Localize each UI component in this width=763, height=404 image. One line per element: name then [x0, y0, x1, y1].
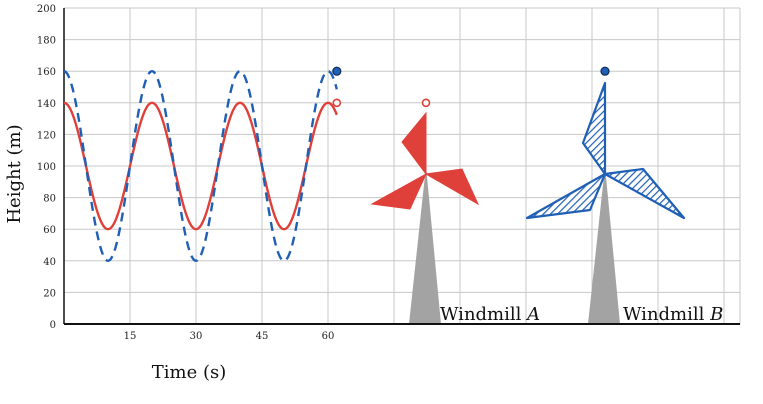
windmill-b-blade [603, 167, 686, 220]
windmill-a-tip-marker [421, 98, 431, 108]
series-windmill-b-line [63, 69, 338, 263]
y-tick-label: 160 [37, 67, 56, 78]
y-tick-label: 0 [50, 320, 56, 331]
windmill-a-label: Windmill A [440, 304, 540, 325]
x-tick-label: 60 [322, 331, 335, 342]
x-tick-label: 15 [124, 331, 137, 342]
windmill-b-label: Windmill B [623, 304, 723, 325]
windmill-b-tip-marker [600, 66, 610, 76]
windmill-a-endpoint-marker [332, 98, 342, 108]
windmill-a-word: Windmill [440, 304, 522, 325]
y-tick-label: 60 [43, 225, 56, 236]
axes: 0 20 40 60 80 100 120 140 160 180 200 15 30 45 60 [37, 4, 740, 342]
windmill-towers [409, 166, 620, 324]
y-tick-label: 20 [43, 288, 56, 299]
x-axis-title: Time (s) [152, 362, 227, 383]
x-tick-label: 45 [256, 331, 269, 342]
x-tick-label: 30 [190, 331, 203, 342]
windmill-b-blade [581, 81, 607, 176]
series [63, 69, 338, 263]
y-tick-label: 120 [37, 130, 56, 141]
labels: Height (m) Time (s) Windmill A Windmill … [4, 124, 723, 383]
windmill-b-variable: B [709, 304, 723, 325]
y-tick-label: 200 [37, 4, 56, 15]
windmill-a-blade [424, 168, 480, 206]
y-tick-label: 180 [37, 36, 56, 47]
windmill-blades [370, 81, 686, 220]
windmill-a-tower [409, 166, 441, 324]
grid [64, 7, 741, 324]
y-tick-label: 100 [37, 162, 56, 173]
y-tick-label: 80 [43, 194, 56, 205]
y-tick-label: 40 [43, 257, 56, 268]
y-tick-label: 140 [37, 99, 56, 110]
y-axis-title: Height (m) [4, 124, 25, 223]
windmill-b-word: Windmill [623, 304, 705, 325]
windmill-a-variable: A [525, 304, 540, 325]
windmill-b-blade [525, 172, 607, 220]
endpoint-markers [332, 66, 610, 108]
windmill-b-endpoint-marker [332, 66, 342, 76]
series-windmill-a-line [63, 101, 338, 231]
windmill-a-blade [401, 111, 427, 176]
windmill-b-tower [588, 166, 620, 324]
windmill-a-blade [370, 172, 428, 210]
